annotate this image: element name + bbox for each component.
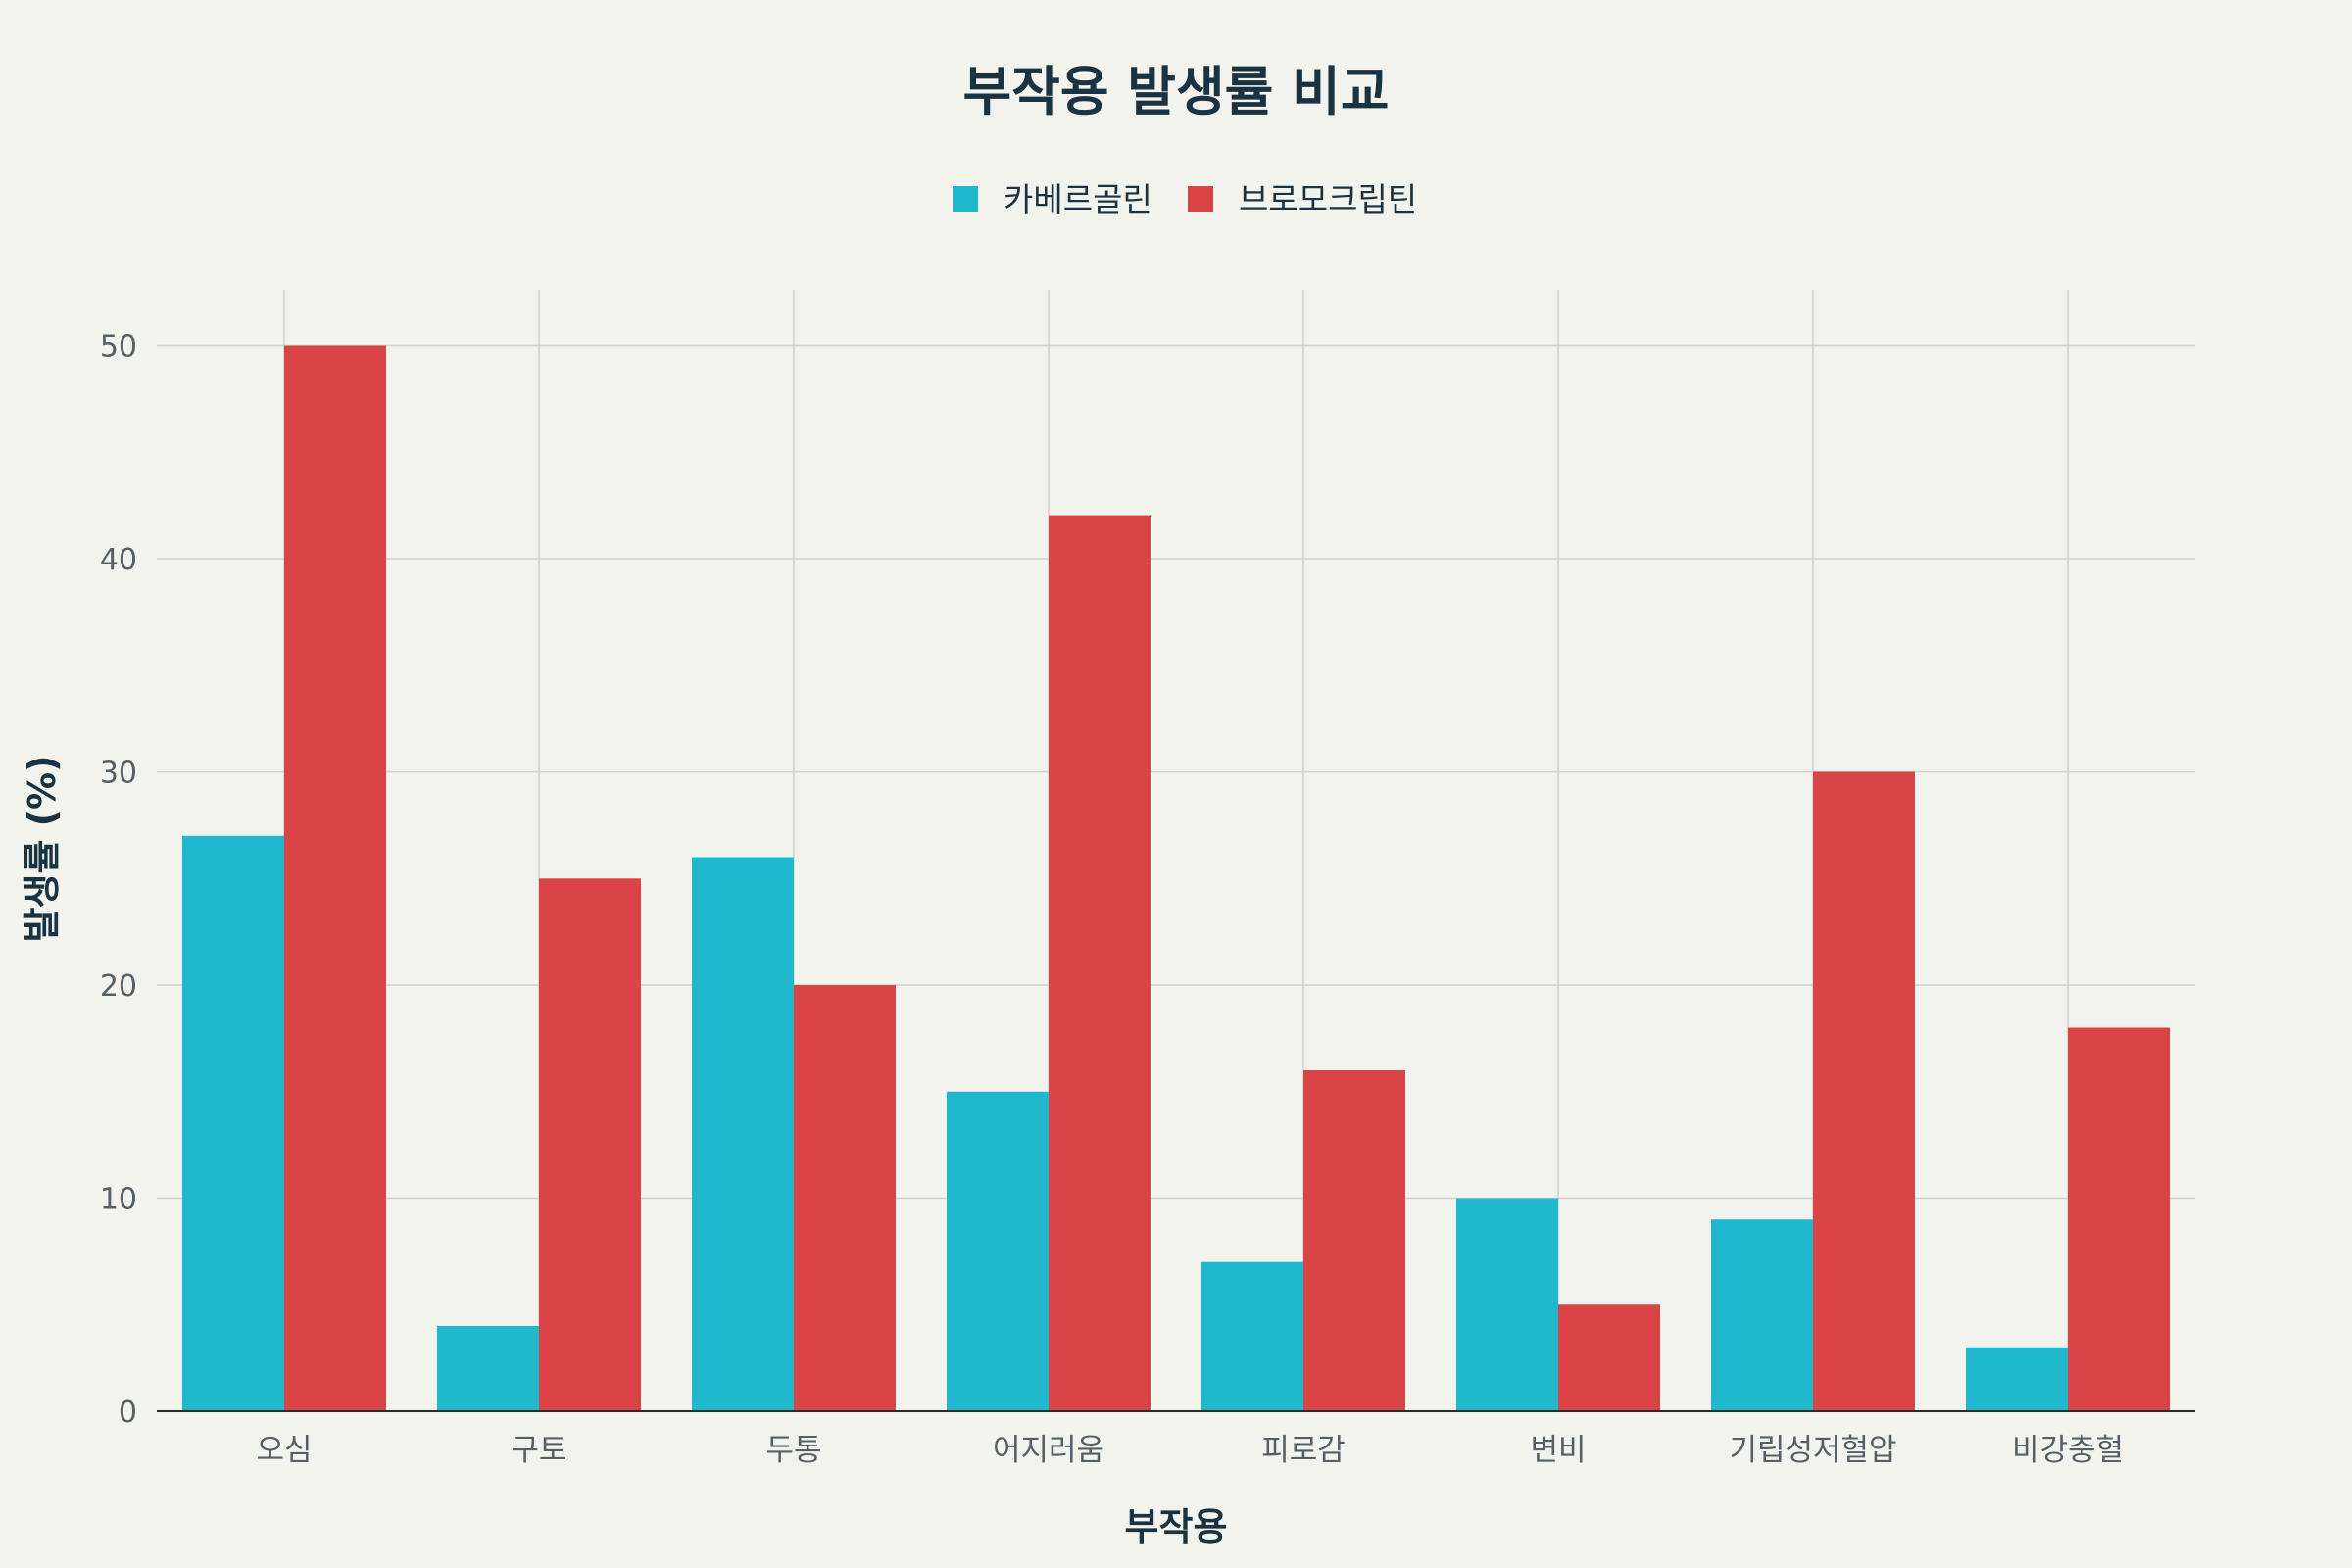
bar-1-3 — [692, 857, 794, 1411]
vertical-gridlines — [283, 290, 2069, 1411]
x-tick-label: 어지러움 — [993, 1433, 1104, 1468]
y-tick-label: 20 — [100, 969, 137, 1004]
x-tick-label: 피로감 — [1261, 1433, 1346, 1468]
x-tick-label: 두통 — [765, 1433, 821, 1468]
x-tick-label: 오심 — [256, 1433, 312, 1468]
bar-1-6 — [1456, 1198, 1558, 1411]
x-tick-label: 기립성저혈압 — [1729, 1433, 1896, 1468]
x-tick-label: 구토 — [511, 1433, 566, 1468]
bar-1-5 — [1201, 1261, 1303, 1411]
x-tick-label: 변비 — [1530, 1433, 1586, 1468]
y-axis-title: 발생률 (%) — [21, 756, 64, 943]
y-axis-ticks: 0 10 20 30 40 50 — [100, 330, 137, 1430]
bar-1-2 — [437, 1326, 539, 1411]
chart-title: 부작용 발생률 비교 — [962, 61, 1389, 122]
y-tick-label: 50 — [100, 330, 137, 365]
bar-2-1 — [284, 345, 386, 1412]
legend-label-series-2: 브로모크립틴 — [1239, 180, 1417, 219]
bar-2-6 — [1558, 1304, 1660, 1411]
x-axis-ticks: 오심 구토 두통 어지러움 피로감 변비 기립성저혈압 비강충혈 — [256, 1433, 2124, 1468]
legend-label-series-1: 카베르골린 — [1004, 180, 1152, 219]
y-tick-label: 40 — [100, 543, 137, 577]
bar-2-5 — [1303, 1070, 1405, 1411]
bars — [182, 345, 2170, 1412]
y-tick-label: 30 — [100, 757, 137, 791]
bar-2-4 — [1049, 515, 1151, 1411]
bar-1-1 — [182, 835, 284, 1411]
legend-swatch-series-1 — [953, 186, 978, 212]
bar-1-8 — [1966, 1347, 2068, 1411]
bar-1-7 — [1711, 1219, 1813, 1411]
x-tick-label: 비강충혈 — [2012, 1433, 2124, 1468]
bar-2-7 — [1813, 771, 1915, 1411]
bar-2-3 — [794, 985, 896, 1411]
y-tick-label: 10 — [100, 1183, 137, 1217]
bar-1-4 — [947, 1091, 1049, 1411]
bar-2-2 — [539, 878, 641, 1411]
x-axis-title: 부작용 — [1125, 1505, 1228, 1548]
legend: 카베르골린 브로모크립틴 — [953, 180, 1417, 219]
y-tick-label: 0 — [119, 1396, 137, 1430]
legend-swatch-series-2 — [1188, 186, 1213, 212]
bar-2-8 — [2068, 1027, 2170, 1411]
